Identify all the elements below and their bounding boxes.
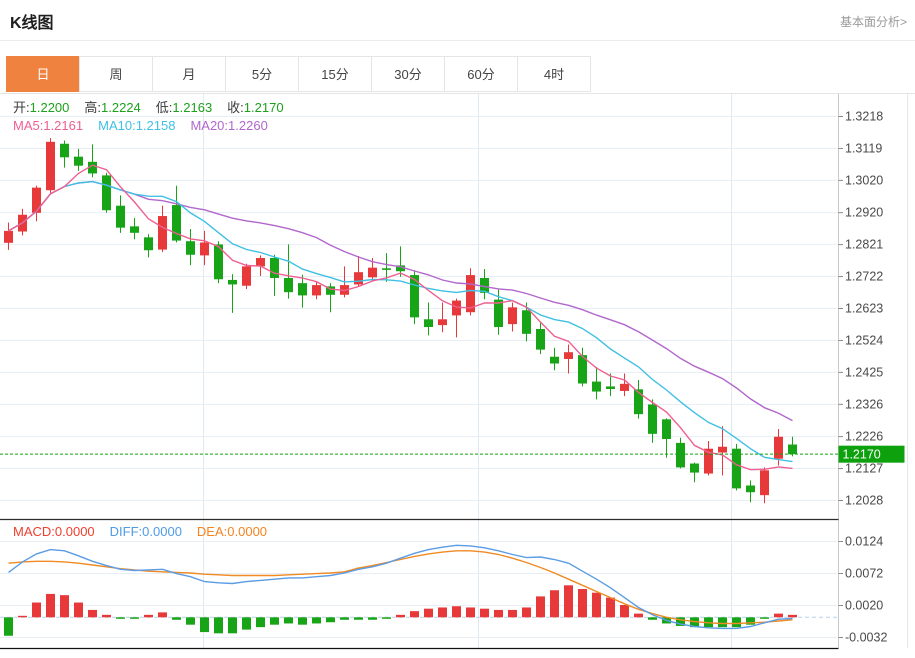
tab-60min[interactable]: 60分: [444, 56, 518, 92]
fundamental-analysis-link[interactable]: 基本面分析>: [839, 15, 907, 29]
svg-text:1.2920: 1.2920: [845, 206, 883, 220]
high-readout: 高:1.2224: [84, 100, 141, 115]
svg-text:1.2722: 1.2722: [845, 270, 883, 284]
ma5-line: [8, 164, 793, 471]
period-tabbar: 日周月 5分 15分 30分 60分 4时: [0, 56, 915, 94]
ma20-line: [8, 180, 793, 422]
gridlines: [0, 92, 839, 648]
ma10-readout: MA10:1.2158: [98, 118, 176, 133]
ma-readout: MA5:1.2161 MA10:1.2158 MA20:1.2260: [13, 118, 283, 133]
svg-text:1.2170: 1.2170: [843, 448, 881, 462]
low-readout: 低:1.2163: [155, 100, 213, 115]
widget-header: K线图 基本面分析>: [0, 0, 915, 41]
svg-text:1.2326: 1.2326: [845, 397, 883, 411]
tab-4hour[interactable]: 4时: [517, 56, 591, 92]
panel-right-border: [907, 92, 908, 648]
ma-lines: [8, 164, 793, 471]
diff-readout: DIFF:0.0000: [109, 524, 182, 539]
svg-text:1.2226: 1.2226: [845, 430, 883, 444]
price-axis: 1.3218 1.3119 1.3020 1.2920 1.2821 1.2722 1.26…: [838, 92, 887, 648]
macd-lines: [8, 544, 793, 630]
dea-readout: DEA:0.0000: [196, 524, 268, 539]
page-title: K线图: [10, 15, 54, 32]
macd-readout: MACD:0.0000 DIFF:0.0000 DEA:0.0000: [13, 524, 282, 539]
macd-readout-value: MACD:0.0000: [13, 524, 95, 539]
tab-5min[interactable]: 5分: [225, 56, 299, 92]
tab-month[interactable]: 月: [152, 56, 226, 92]
ma20-readout: MA20:1.2260: [190, 118, 268, 133]
svg-text:1.3218: 1.3218: [845, 110, 883, 124]
svg-text:1.2623: 1.2623: [845, 302, 883, 316]
svg-text:1.3020: 1.3020: [845, 173, 883, 187]
ma5-readout: MA5:1.2161: [13, 118, 84, 133]
tab-15min[interactable]: 15分: [298, 56, 372, 92]
svg-text:1.2028: 1.2028: [845, 494, 883, 508]
svg-text:1.2425: 1.2425: [845, 365, 883, 379]
svg-text:1.2524: 1.2524: [845, 333, 883, 347]
svg-text:1.3119: 1.3119: [845, 141, 882, 155]
period-tabs: 日周月 5分 15分 30分 60分 4时: [6, 56, 591, 93]
diff-line: [8, 544, 793, 630]
dea-line: [8, 550, 793, 625]
svg-text:0.0072: 0.0072: [845, 567, 883, 581]
tab-30min[interactable]: 30分: [371, 56, 445, 92]
svg-text:-0.0032: -0.0032: [845, 631, 887, 645]
ohlc-readout: 开:1.2200 高:1.2224 低:1.2163 收:1.2170: [13, 97, 299, 116]
svg-text:0.0020: 0.0020: [845, 599, 883, 613]
svg-text:1.2127: 1.2127: [845, 462, 883, 476]
ma10-line: [8, 180, 793, 463]
candlesticks: [4, 137, 797, 504]
svg-text:1.2821: 1.2821: [845, 238, 883, 252]
tab-day[interactable]: 日: [6, 56, 80, 92]
tab-week[interactable]: 周: [79, 56, 153, 92]
close-readout: 收:1.2170: [227, 100, 284, 115]
svg-text:0.0124: 0.0124: [845, 535, 883, 549]
last-price-badge: 1.2170: [838, 445, 905, 463]
open-readout: 开:1.2200: [13, 100, 70, 115]
macd-histogram: [4, 585, 797, 636]
